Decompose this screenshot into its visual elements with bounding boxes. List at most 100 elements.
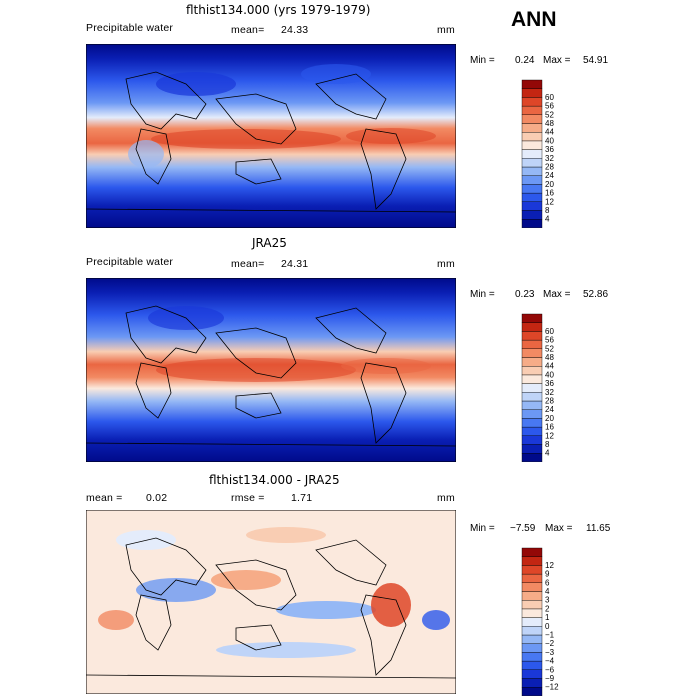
max-label-diff: Max = <box>545 523 573 534</box>
colorbar-cell <box>521 660 543 670</box>
coastlines-diff <box>86 537 456 679</box>
colorbar-tick-label: 6 <box>545 578 550 587</box>
colorbar-cell <box>521 686 543 696</box>
min-value-diff: −7.59 <box>510 523 536 534</box>
colorbar-tick-label: 52 <box>545 344 554 353</box>
colorbar-cell <box>521 158 543 168</box>
mean-value-model: 24.33 <box>281 24 309 36</box>
colorbar-tick-label: 4 <box>545 215 550 224</box>
colorbar-cell <box>521 132 543 142</box>
colorbar-tick-label: 9 <box>545 570 550 579</box>
colorbar-tick-label: 48 <box>545 119 554 128</box>
colorbar-tick-label: −12 <box>545 683 559 692</box>
colorbar-tick-label: 24 <box>545 405 554 414</box>
colorbar-tick-label: 48 <box>545 353 554 362</box>
colorbar-cell <box>521 409 543 419</box>
colorbar-cell <box>521 582 543 592</box>
colorbar-cell <box>521 175 543 185</box>
max-value-model: 54.91 <box>583 55 609 66</box>
units-label-obs: mm <box>437 258 455 270</box>
panel-title-model: flthist134.000 (yrs 1979-1979) <box>186 3 371 17</box>
colorbar-tick-label: 32 <box>545 388 554 397</box>
colorbar-cell <box>521 88 543 98</box>
colorbar-cell <box>521 600 543 610</box>
mean-label-obs: mean= <box>231 258 265 270</box>
colorbar-cell <box>521 547 543 557</box>
colorbar-tick-label: 0 <box>545 622 550 631</box>
rmse-label-diff: rmse = <box>231 492 265 504</box>
colorbar-tick-label: −1 <box>545 631 555 640</box>
colorbar-tick-label: 12 <box>545 431 554 440</box>
min-label-model: Min = <box>470 55 495 66</box>
colorbar-cell <box>521 669 543 679</box>
colorbar-tick-label: 8 <box>545 440 550 449</box>
colorbar-tick-label: 4 <box>545 587 550 596</box>
colorbar-tick-label: −4 <box>545 657 555 666</box>
max-value-obs: 52.86 <box>583 289 609 300</box>
colorbar-tick-label: −9 <box>545 674 555 683</box>
colorbar-tick-label: 44 <box>545 128 554 137</box>
colorbar-tick-label: 36 <box>545 145 554 154</box>
min-label-diff: Min = <box>470 523 495 534</box>
colorbar-cell <box>521 331 543 341</box>
mean-value-diff: 0.02 <box>146 492 168 504</box>
colorbar-cell <box>521 313 543 323</box>
colorbar-cell <box>521 418 543 428</box>
colorbar-cell <box>521 652 543 662</box>
colorbar-tick-label: 8 <box>545 206 550 215</box>
colorbar-tick-label: 32 <box>545 154 554 163</box>
colorbar-cell <box>521 79 543 89</box>
mean-value-obs: 24.31 <box>281 258 309 270</box>
units-label-model: mm <box>437 24 455 36</box>
colorbar-tick-label: 2 <box>545 604 550 613</box>
colorbar-tick-label: 52 <box>545 110 554 119</box>
colorbar-cell <box>521 565 543 575</box>
colorbar-tick-label: 1 <box>545 613 550 622</box>
colorbar-cell <box>521 339 543 350</box>
colorbar-cell <box>521 105 543 116</box>
colorbar-cell <box>521 123 543 133</box>
season-label: ANN <box>511 8 557 31</box>
colorbar-tick-label: 60 <box>545 327 554 336</box>
colorbar-cell <box>521 140 543 150</box>
colorbar-cell <box>521 322 543 332</box>
colorbar-tick-label: 40 <box>545 136 554 145</box>
colorbar-cell <box>521 374 543 384</box>
colorbar-cell <box>521 426 543 436</box>
max-label-obs: Max = <box>543 289 571 300</box>
colorbar-cell <box>521 166 543 176</box>
min-label-obs: Min = <box>470 289 495 300</box>
colorbar-cell <box>521 383 543 393</box>
map-model <box>86 44 456 228</box>
rmse-value-diff: 1.71 <box>291 492 313 504</box>
colorbar-cell <box>521 114 543 124</box>
variable-label-model: Precipitable water <box>86 22 174 34</box>
coastlines-model <box>86 71 456 213</box>
colorbar-cell <box>521 192 543 202</box>
colorbar-tick-label: 28 <box>545 397 554 406</box>
colorbar-tick-label: 60 <box>545 93 554 102</box>
map-diff <box>86 510 456 694</box>
colorbar-cell <box>521 218 543 228</box>
colorbar-cell <box>521 678 543 688</box>
colorbar-tick-label: 16 <box>545 423 554 432</box>
colorbar-cell <box>521 357 543 367</box>
colorbar-cell <box>521 366 543 376</box>
colorbar-tick-label: 44 <box>545 362 554 371</box>
variable-label-obs: Precipitable water <box>86 256 174 268</box>
colorbar-cell <box>521 149 543 159</box>
colorbar-cell <box>521 201 543 211</box>
colorbar-cell <box>521 608 543 618</box>
colorbar-tick-label: 3 <box>545 596 550 605</box>
colorbar-cell <box>521 184 543 194</box>
colorbar-tick-label: −3 <box>545 648 555 657</box>
colorbar-cell <box>521 400 543 410</box>
colorbar-tick-label: 20 <box>545 414 554 423</box>
colorbar-cell <box>521 643 543 653</box>
colorbar-cell <box>521 348 543 358</box>
colorbar-tick-label: 56 <box>545 102 554 111</box>
min-value-obs: 0.23 <box>515 289 535 300</box>
colorbar-tick-label: 4 <box>545 449 550 458</box>
